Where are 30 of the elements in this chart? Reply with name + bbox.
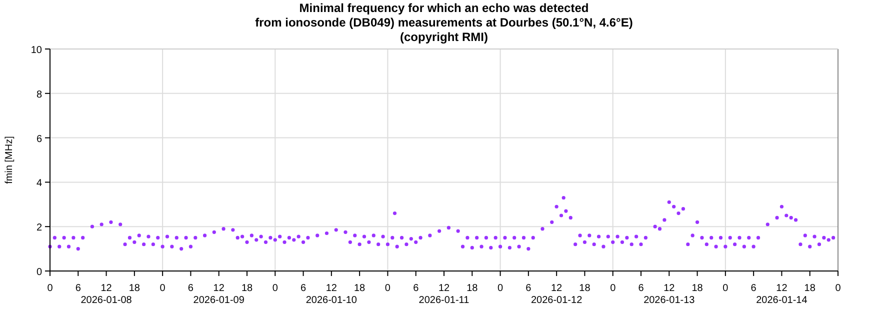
y-tick-label: 2 <box>36 222 42 234</box>
x-tick-label: 0 <box>384 283 391 294</box>
x-tick-label: 0 <box>498 283 504 294</box>
x-tick-label: 18 <box>241 283 253 294</box>
x-tick-label: 0 <box>272 283 278 294</box>
x-tick-label: 0 <box>722 283 729 294</box>
x-tick-label: 18 <box>466 283 478 294</box>
x-tick-label: 18 <box>692 283 704 294</box>
x-tick-label: 18 <box>579 283 591 294</box>
x-tick-label: 0 <box>610 283 616 294</box>
y-tick-label: 6 <box>36 134 42 145</box>
x-tick-label: 0 <box>47 283 54 294</box>
x-tick-label: 18 <box>804 283 816 294</box>
x-tick-label: 6 <box>75 283 82 294</box>
x-tick-label: 0 <box>835 283 842 294</box>
y-tick-label: 0 <box>36 267 42 278</box>
x-tick-label: 18 <box>128 283 140 294</box>
x-tick-label: 6 <box>188 283 194 294</box>
y-axis-title: fmin [MHz] <box>4 136 15 184</box>
y-tick-label: 10 <box>30 45 42 56</box>
x-tick-label: 18 <box>354 283 366 294</box>
x-tick-label: 6 <box>526 283 532 294</box>
x-tick-label: 6 <box>638 283 644 294</box>
chart-title: Minimal frequency for which an echo was detected from ionosonde (DB049) measurements at Dourbes (50.1°N, 4.6°E) (copyright RMI) <box>255 1 633 44</box>
y-tick-label: 8 <box>36 89 42 100</box>
y-tick-label: 4 <box>36 178 42 190</box>
x-tick-label: 6 <box>413 283 420 294</box>
x-tick-label: 0 <box>160 283 166 294</box>
x-tick-label: 6 <box>750 283 757 294</box>
x-tick-label: 6 <box>300 283 307 294</box>
